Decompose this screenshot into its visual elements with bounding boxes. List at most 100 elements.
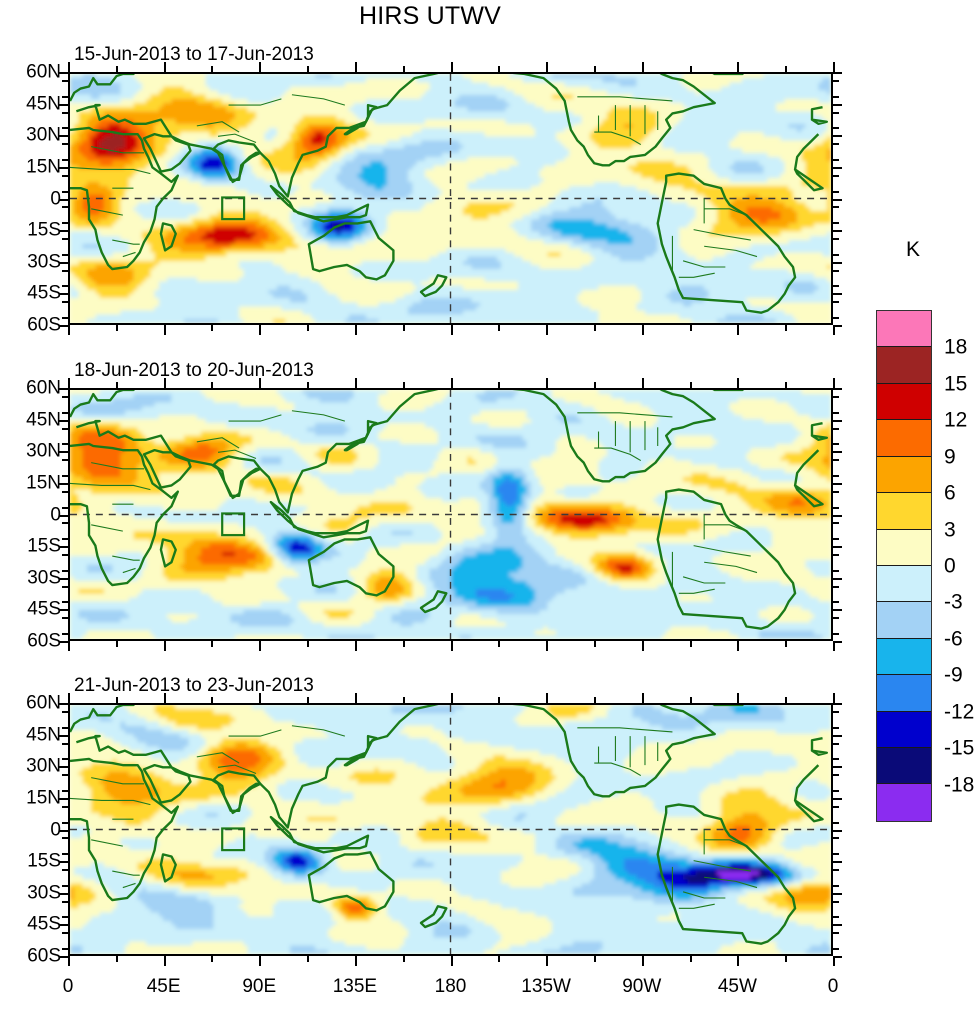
y-axis-label-45S: 45S	[27, 913, 61, 935]
x-axis-tick	[354, 325, 357, 335]
y-axis-minor-tick	[62, 301, 68, 304]
x-axis-tick	[259, 956, 262, 966]
x-axis-label-90W: 90W	[622, 976, 662, 997]
x-axis-minor-tick	[785, 66, 788, 72]
y-axis-tick	[59, 451, 68, 454]
country-border	[91, 839, 123, 847]
country-border	[693, 229, 751, 241]
colorbar-band-5	[877, 493, 931, 530]
y-axis-tick	[59, 577, 68, 580]
y-axis-minor-tick	[62, 900, 68, 903]
x-axis-minor-tick	[307, 66, 310, 72]
y-axis-minor-tick	[62, 758, 68, 761]
x-axis-minor-tick	[593, 641, 596, 647]
country-border	[217, 764, 257, 775]
page-title: HIRS UTWV	[358, 2, 502, 30]
x-axis-minor-tick	[402, 641, 405, 647]
x-axis-tick	[737, 956, 740, 966]
x-axis-tick	[354, 378, 357, 388]
y-axis-minor-tick	[833, 317, 839, 320]
y-axis-minor-tick	[62, 269, 68, 272]
y-axis-label-60N: 60N	[26, 692, 61, 714]
coastline	[307, 220, 395, 281]
y-axis-minor-tick	[62, 443, 68, 446]
x-axis-tick	[833, 956, 835, 966]
x-axis-tick	[163, 62, 166, 72]
map-panel-1: 15-Jun-2013 to 17-Jun-2013 60N 45N 30N 15N 0…	[26, 45, 842, 335]
country-border	[91, 524, 123, 532]
y-axis-tick	[59, 482, 68, 485]
y-axis-minor-tick	[62, 395, 68, 398]
panel-title-1: 15-Jun-2013 to 17-Jun-2013	[74, 44, 314, 65]
country-border	[704, 876, 758, 889]
colorbar-band-11	[877, 711, 931, 749]
country-border	[91, 146, 145, 154]
y-axis-minor-tick	[833, 506, 839, 509]
colorbar-tick-0: 0	[944, 554, 956, 578]
y-axis-tick	[59, 325, 68, 327]
country-border	[577, 727, 673, 733]
x-axis-minor-tick	[307, 382, 310, 388]
colorbar-band-0	[877, 311, 931, 348]
y-axis-minor-tick	[62, 490, 68, 493]
y-axis-minor-tick	[833, 143, 839, 146]
x-axis-tick	[68, 693, 70, 703]
map-panel-3: 21-Jun-2013 to 23-Jun-2013 60N 45N 30N 15N 0…	[26, 676, 842, 996]
y-axis-label-30N: 30N	[26, 124, 61, 146]
x-axis-tick	[163, 956, 166, 966]
x-axis-tick	[546, 62, 549, 72]
y-axis-minor-tick	[62, 837, 68, 840]
y-axis-minor-tick	[833, 238, 839, 241]
y-axis-tick	[833, 892, 842, 895]
x-axis-label-135W: 135W	[521, 976, 571, 997]
x-axis-minor-tick	[211, 66, 214, 72]
map-plot-area-2	[68, 388, 833, 641]
coastline	[343, 419, 378, 452]
colorbar-tick-3: 3	[944, 518, 956, 542]
y-axis-tick	[833, 797, 842, 800]
coastline	[269, 184, 370, 223]
y-axis-minor-tick	[833, 758, 839, 761]
country-border	[122, 251, 136, 258]
x-axis-tick	[450, 62, 453, 72]
y-axis-label-45N: 45N	[26, 409, 61, 431]
y-axis-tick	[833, 734, 842, 737]
y-axis-label-30S: 30S	[27, 567, 61, 589]
y-axis-minor-tick	[62, 79, 68, 82]
y-axis-label-30N: 30N	[26, 440, 61, 462]
coastline	[70, 442, 824, 587]
y-axis-minor-tick	[62, 569, 68, 572]
y-axis-minor-tick	[62, 789, 68, 792]
colorbar-band-9	[877, 638, 931, 676]
x-axis-minor-tick	[115, 325, 118, 331]
x-axis-tick	[641, 641, 644, 651]
x-axis-minor-tick	[689, 382, 692, 388]
x-axis-tick	[163, 378, 166, 388]
x-axis-label-45W: 45W	[717, 976, 757, 997]
y-axis-minor-tick	[833, 853, 839, 856]
x-axis-label-180: 180	[434, 976, 467, 997]
country-border	[594, 447, 642, 462]
y-axis-minor-tick	[833, 474, 839, 477]
y-axis-label-30S: 30S	[27, 251, 61, 273]
y-axis-label-60N: 60N	[26, 61, 61, 83]
colorbar-band-6	[877, 529, 931, 566]
x-axis-tick	[546, 956, 549, 966]
x-axis-minor-tick	[593, 325, 596, 331]
x-axis-tick	[163, 325, 166, 335]
x-axis-tick	[546, 325, 549, 335]
country-border	[594, 762, 642, 777]
country-border	[228, 729, 282, 737]
country-border	[217, 133, 257, 144]
x-axis-minor-tick	[785, 382, 788, 388]
y-axis-minor-tick	[62, 459, 68, 462]
country-border	[678, 272, 715, 278]
y-axis-label-60S: 60S	[27, 630, 61, 652]
x-axis-minor-tick	[785, 325, 788, 331]
country-border	[91, 462, 145, 470]
colorbar-tick--12: -12	[944, 700, 975, 724]
x-axis-minor-tick	[211, 641, 214, 647]
y-axis-label-45S: 45S	[27, 282, 61, 304]
colorbar-band-4	[877, 456, 931, 494]
